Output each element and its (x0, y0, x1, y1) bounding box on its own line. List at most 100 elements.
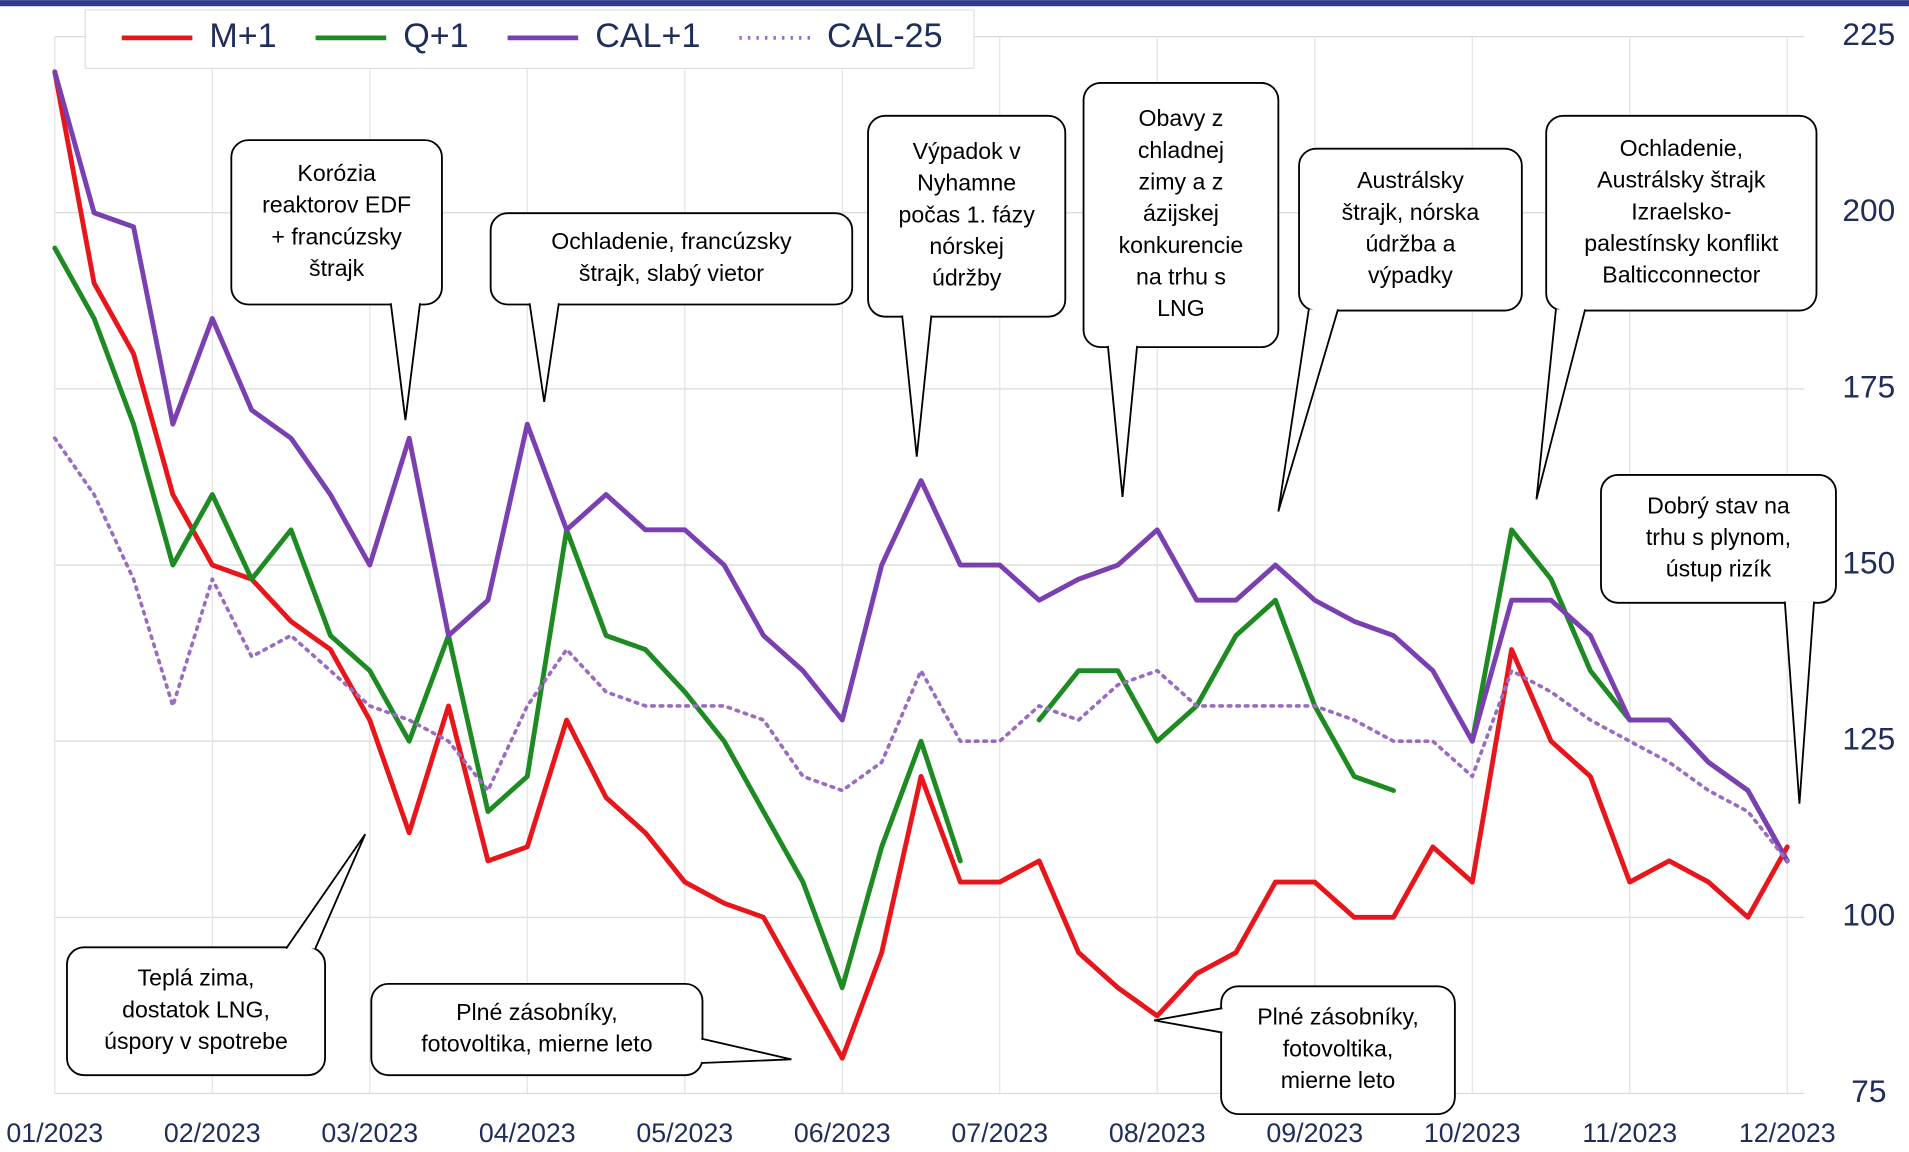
x-tick-label: 08/2023 (1109, 1118, 1206, 1148)
callout-box (1082, 82, 1280, 349)
annotation-text: dostatok LNG, (122, 996, 270, 1022)
x-tick-label: 09/2023 (1266, 1118, 1363, 1148)
x-tick-label: 02/2023 (164, 1118, 261, 1148)
x-tick-label: 04/2023 (479, 1118, 576, 1148)
annotation-text: Plné zásobníky, (456, 999, 618, 1025)
callout-pointer (1154, 1007, 1223, 1034)
callout-pointer-fill (529, 303, 559, 402)
x-tick-label: 07/2023 (951, 1118, 1048, 1148)
annotation-text: reaktorov EDF (262, 192, 411, 218)
callout-pointer (389, 303, 421, 421)
series-line (52, 436, 1790, 863)
callout: Korózia reaktorov EDF + francúzsky štrajk (230, 139, 443, 421)
x-tick-label: 06/2023 (794, 1118, 891, 1148)
callout-pointer-fill (1154, 1008, 1223, 1033)
y-tick-label: 175 (1842, 368, 1895, 404)
x-tick-label: 01/2023 (6, 1118, 103, 1148)
series-line (1036, 597, 1396, 793)
x-tick-label: 10/2023 (1424, 1118, 1521, 1148)
callout-box (867, 114, 1067, 318)
annotation-text: Ochladenie, (1620, 135, 1743, 161)
legend-label: Q+1 (403, 17, 468, 55)
callout: Plné zásobníky, fotovoltika, mierne leto (370, 982, 792, 1077)
annotation-text: počas 1. fázy (899, 201, 1036, 227)
x-tick-label: 11/2023 (1582, 1118, 1677, 1148)
callout-box (1298, 147, 1523, 312)
legend-label: CAL-25 (827, 17, 943, 55)
annotation-text: Výpadok v (913, 138, 1021, 164)
annotation-text: Korózia (297, 160, 376, 186)
y-tick-label: 75 (1851, 1073, 1886, 1109)
annotation-text: údržba a (1365, 231, 1455, 257)
annotation-text: palestínsky konflikt (1584, 230, 1779, 256)
annotation-text: Teplá zima, (138, 965, 255, 991)
callout-box (370, 982, 704, 1077)
annotation-text: mierne leto (1281, 1067, 1395, 1093)
callout-pointer (285, 833, 367, 950)
callout-pointer (1106, 345, 1139, 497)
annotation-text: Plné zásobníky, (1257, 1004, 1419, 1030)
annotation-text: chladnej (1138, 137, 1224, 163)
x-tick-label: 05/2023 (636, 1118, 733, 1148)
callout: Plné zásobníky, fotovoltika, mierne leto (1154, 985, 1456, 1116)
annotation-text: na trhu s (1136, 263, 1226, 289)
callout-pointer-fill (1784, 601, 1815, 804)
annotation-text: nórskej (929, 233, 1004, 259)
callout: Výpadok v Nyhamne počas 1. fázy nórskej údrž… (867, 114, 1067, 457)
annotation-text: Dobrý stav na (1647, 492, 1790, 518)
series-line (52, 245, 963, 991)
x-tick-label: 03/2023 (321, 1118, 418, 1148)
y-tick-label: 225 (1842, 16, 1895, 52)
callout: Ochladenie, Austrálsky štrajk Izraelsko-pa… (1535, 114, 1818, 500)
annotation-text: Austrálsky (1357, 167, 1464, 193)
annotation-text: trhu s plynom, (1646, 524, 1791, 550)
legend-label: CAL+1 (595, 17, 700, 55)
callout-pointer (701, 1037, 792, 1064)
annotation-text: Ochladenie, francúzsky (551, 228, 792, 254)
annotation-text: fotovoltika, mierne leto (421, 1030, 652, 1056)
annotation-text: údržby (932, 265, 1002, 291)
y-tick-label: 200 (1842, 192, 1895, 228)
callout-pointer (901, 315, 933, 457)
annotation-text: konkurencie (1119, 232, 1244, 258)
annotation-text: fotovoltika, (1283, 1035, 1394, 1061)
callout-pointer-fill (390, 303, 421, 421)
callout: Dobrý stav na trhu s plynom, ústup rizík (1600, 474, 1837, 804)
annotation-text: Balticconnector (1602, 262, 1760, 288)
series-line (52, 69, 1790, 864)
annotation-text: Nyhamne (917, 170, 1016, 196)
top-bar (0, 0, 1909, 7)
annotation-text: ústup rizík (1666, 556, 1772, 582)
series-line (52, 69, 1790, 1061)
callout: Austrálsky štrajk, nórska údržba a výpadky (1277, 147, 1523, 512)
annotation-text: úspory v spotrebe (104, 1028, 288, 1054)
annotation-text: LNG (1157, 295, 1205, 321)
x-tick-label: 12/2023 (1739, 1118, 1836, 1148)
callout-box (489, 212, 854, 306)
annotation-text: výpadky (1368, 262, 1453, 288)
annotation-text: ázijskej (1143, 200, 1219, 226)
callout-pointer (1535, 309, 1587, 500)
annotation-text: zimy a z (1139, 168, 1224, 194)
callout-pointer (528, 303, 560, 403)
legend-label: M+1 (209, 17, 276, 55)
annotation-text: štrajk (309, 255, 365, 281)
callout: Obavy z chladnej zimy a z ázijskej konkurenc… (1082, 82, 1280, 497)
annotation-text: + francúzsky (271, 223, 402, 249)
callout: Teplá zima, dostatok LNG, úspory v spotreb… (66, 833, 367, 1077)
callout: Ochladenie, francúzsky štrajk, slabý viet… (489, 212, 854, 403)
annotation-text: štrajk, slabý vietor (579, 260, 764, 286)
callout-box (1220, 985, 1456, 1116)
y-tick-label: 100 (1842, 897, 1895, 933)
callout-pointer-fill (902, 315, 932, 457)
annotation-text: Austrálsky štrajk (1597, 167, 1766, 193)
callout-box (1600, 474, 1837, 604)
callout-pointer-fill (1107, 345, 1138, 497)
callout-pointer (1277, 309, 1339, 512)
y-tick-label: 150 (1842, 544, 1895, 580)
annotation-text: Izraelsko- (1631, 198, 1731, 224)
annotation-text: štrajk, nórska (1342, 199, 1480, 225)
annotation-text: Obavy z (1139, 105, 1224, 131)
